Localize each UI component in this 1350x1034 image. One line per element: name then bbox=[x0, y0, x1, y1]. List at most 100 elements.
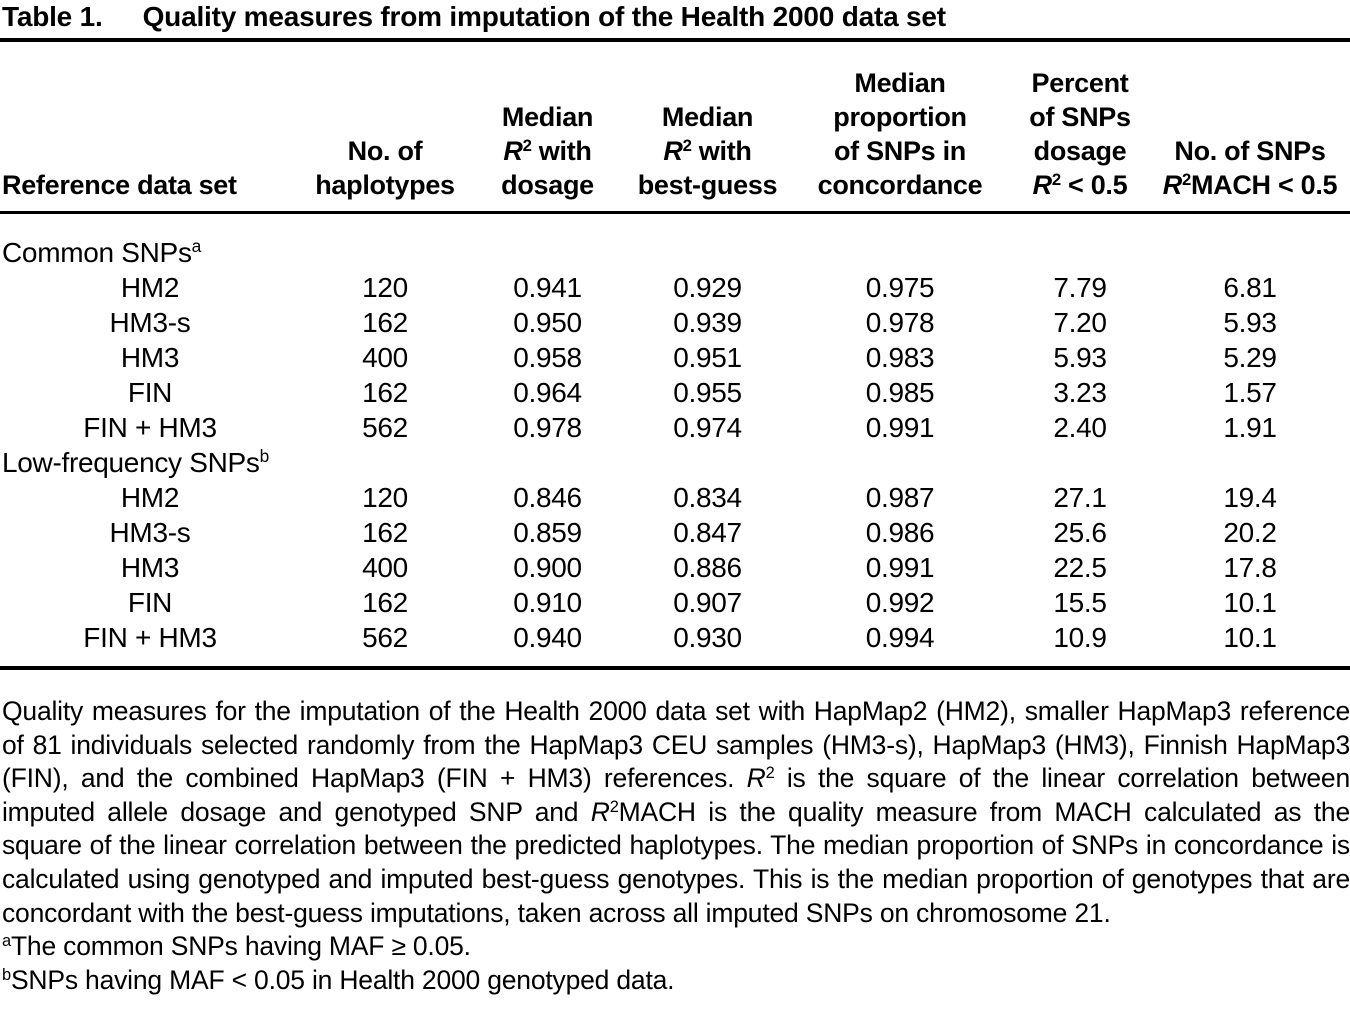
cell-value: 10.1 bbox=[1223, 587, 1277, 618]
cell-value: 0.941 bbox=[513, 272, 582, 303]
footnote-b: bSNPs having MAF < 0.05 in Health 2000 g… bbox=[2, 964, 675, 995]
cell-value: 0.950 bbox=[513, 307, 582, 338]
quality-measures-table: Reference data set No. of haplotypes Med… bbox=[0, 42, 1350, 670]
cell-value: 0.886 bbox=[673, 552, 742, 583]
cell-value: 0.978 bbox=[865, 307, 935, 338]
row-label: HM3-s bbox=[109, 307, 191, 338]
cell-value: 15.5 bbox=[1053, 587, 1107, 618]
cell-value: 19.4 bbox=[1223, 482, 1277, 513]
table-caption: Quality measures for the imputation of t… bbox=[0, 695, 1350, 997]
row-label: FIN bbox=[127, 377, 173, 408]
cell-value: 0.955 bbox=[673, 377, 742, 408]
cell-value: 120 bbox=[362, 272, 408, 303]
cell-value: 0.951 bbox=[673, 342, 742, 373]
cell-value: 120 bbox=[362, 482, 408, 513]
cell-value: 0.907 bbox=[673, 587, 742, 618]
row-label: FIN + HM3 bbox=[83, 622, 217, 653]
column-header-percent-snps-dosage-r2: Percent of SNPs dosage R2 < 0.5 bbox=[1010, 42, 1150, 214]
table-title: Table 1. Quality measures from imputation… bbox=[0, 0, 1350, 42]
cell-value: 0.991 bbox=[865, 552, 935, 583]
section-header-common-snps: Common SNPsa bbox=[2, 236, 202, 268]
cell-value: 0.985 bbox=[865, 377, 935, 408]
cell-value: 5.29 bbox=[1223, 342, 1277, 373]
cell-value: 0.992 bbox=[865, 587, 935, 618]
table-row: FIN 162 0.964 0.955 0.985 3.23 1.57 bbox=[0, 375, 1350, 410]
cell-value: 20.2 bbox=[1223, 517, 1277, 548]
table-row: HM3-s 162 0.859 0.847 0.986 25.6 20.2 bbox=[0, 515, 1350, 550]
column-header-no-of-haplotypes: No. of haplotypes bbox=[300, 42, 470, 214]
row-label: FIN + HM3 bbox=[83, 412, 217, 443]
section-header-low-frequency-snps: Low-frequency SNPsb bbox=[2, 446, 269, 478]
cell-value: 0.975 bbox=[865, 272, 935, 303]
table-number: Table 1. bbox=[2, 1, 103, 32]
row-label: HM3-s bbox=[109, 517, 191, 548]
header-row: Reference data set No. of haplotypes Med… bbox=[0, 42, 1350, 214]
table-row: FIN + HM3 562 0.940 0.930 0.994 10.9 10.… bbox=[0, 620, 1350, 668]
cell-value: 27.1 bbox=[1053, 482, 1107, 513]
table-row: HM3 400 0.958 0.951 0.983 5.93 5.29 bbox=[0, 340, 1350, 375]
cell-value: 0.987 bbox=[865, 482, 935, 513]
table-row: HM2 120 0.941 0.929 0.975 7.79 6.81 bbox=[0, 270, 1350, 305]
cell-value: 1.57 bbox=[1223, 377, 1277, 408]
cell-value: 0.958 bbox=[513, 342, 582, 373]
caption-paragraph: Quality measures for the imputation of t… bbox=[2, 696, 1350, 928]
row-label: FIN bbox=[127, 587, 173, 618]
cell-value: 0.847 bbox=[673, 517, 742, 548]
cell-value: 0.974 bbox=[673, 412, 742, 443]
cell-value: 5.93 bbox=[1053, 342, 1107, 373]
cell-value: 400 bbox=[362, 342, 408, 373]
cell-value: 0.986 bbox=[865, 517, 935, 548]
row-label: HM2 bbox=[120, 272, 180, 303]
table-title-text: Quality measures from imputation of the … bbox=[142, 1, 947, 32]
cell-value: 0.983 bbox=[865, 342, 935, 373]
column-header-median-r2-dosage: Median R2 with dosage bbox=[470, 42, 625, 214]
cell-value: 5.93 bbox=[1223, 307, 1277, 338]
table-row: HM3 400 0.900 0.886 0.991 22.5 17.8 bbox=[0, 550, 1350, 585]
table-row: FIN 162 0.910 0.907 0.992 15.5 10.1 bbox=[0, 585, 1350, 620]
cell-value: 1.91 bbox=[1223, 412, 1277, 443]
table-row: FIN + HM3 562 0.978 0.974 0.991 2.40 1.9… bbox=[0, 410, 1350, 445]
cell-value: 10.9 bbox=[1053, 622, 1107, 653]
cell-value: 2.40 bbox=[1053, 412, 1107, 443]
column-header-median-proportion-concordance: Median proportion of SNPs in concordance bbox=[790, 42, 1010, 214]
cell-value: 6.81 bbox=[1223, 272, 1277, 303]
cell-value: 0.939 bbox=[673, 307, 742, 338]
cell-value: 7.20 bbox=[1053, 307, 1107, 338]
cell-value: 0.859 bbox=[513, 517, 582, 548]
cell-value: 0.930 bbox=[673, 622, 742, 653]
column-header-median-r2-best-guess: Median R2 with best-guess bbox=[625, 42, 790, 214]
cell-value: 0.929 bbox=[673, 272, 742, 303]
table-row: HM3-s 162 0.950 0.939 0.978 7.20 5.93 bbox=[0, 305, 1350, 340]
cell-value: 22.5 bbox=[1053, 552, 1107, 583]
cell-value: 0.900 bbox=[513, 552, 582, 583]
footnote-a-marker: a bbox=[2, 932, 11, 951]
cell-value: 562 bbox=[362, 412, 408, 443]
cell-value: 25.6 bbox=[1053, 517, 1107, 548]
row-label: HM3 bbox=[120, 552, 180, 583]
footnote-a: aThe common SNPs having MAF ≥ 0.05. bbox=[2, 931, 471, 962]
row-label: HM3 bbox=[120, 342, 180, 373]
cell-value: 0.991 bbox=[865, 412, 935, 443]
column-header-reference-data-set: Reference data set bbox=[0, 42, 300, 214]
column-header-no-snps-r2mach: No. of SNPs R2MACH < 0.5 bbox=[1150, 42, 1350, 214]
cell-value: 0.940 bbox=[513, 622, 582, 653]
footnote-marker-a: a bbox=[191, 236, 202, 257]
cell-value: 0.978 bbox=[513, 412, 582, 443]
cell-value: 162 bbox=[362, 307, 408, 338]
cell-value: 0.846 bbox=[513, 482, 582, 513]
row-label: HM2 bbox=[120, 482, 180, 513]
cell-value: 17.8 bbox=[1223, 552, 1277, 583]
cell-value: 400 bbox=[362, 552, 408, 583]
cell-value: 162 bbox=[362, 517, 408, 548]
cell-value: 0.910 bbox=[513, 587, 582, 618]
cell-value: 0.834 bbox=[673, 482, 742, 513]
cell-value: 10.1 bbox=[1223, 622, 1277, 653]
footnote-b-marker: b bbox=[2, 965, 11, 984]
cell-value: 162 bbox=[362, 587, 408, 618]
cell-value: 0.994 bbox=[865, 622, 935, 653]
table-row: HM2 120 0.846 0.834 0.987 27.1 19.4 bbox=[0, 480, 1350, 515]
cell-value: 162 bbox=[362, 377, 408, 408]
cell-value: 562 bbox=[362, 622, 408, 653]
cell-value: 0.964 bbox=[513, 377, 582, 408]
